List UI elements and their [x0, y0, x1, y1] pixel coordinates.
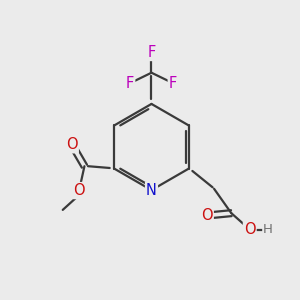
Text: N: N: [146, 183, 157, 198]
Text: H: H: [263, 223, 273, 236]
Text: F: F: [126, 76, 134, 91]
Text: F: F: [169, 76, 177, 91]
Text: O: O: [201, 208, 213, 223]
Text: F: F: [147, 45, 156, 60]
Text: O: O: [66, 137, 78, 152]
Text: O: O: [244, 222, 256, 237]
Text: O: O: [73, 183, 85, 198]
